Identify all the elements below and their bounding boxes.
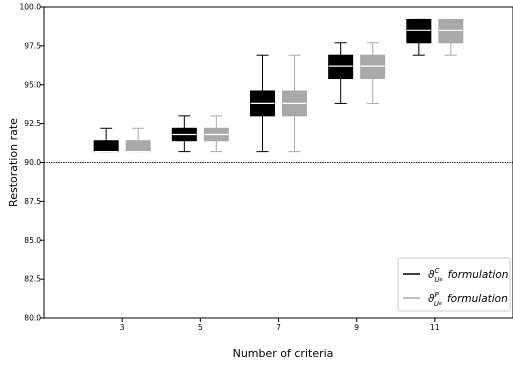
- box-c-9: [328, 42, 354, 104]
- plot-elements: [44, 18, 513, 163]
- box-body: [328, 54, 354, 80]
- y-tick-label: 82.5: [24, 275, 41, 284]
- legend-label-series-p: ϑP Ue formulation: [428, 291, 508, 308]
- legend-subsup: e: [439, 301, 442, 307]
- box-c-3: [93, 127, 119, 153]
- y-axis-ticks: 80.0 82.5 85.0 87.5 90.0 92.5 95.0 97.5 100.0: [20, 3, 44, 323]
- box-c-5: [171, 115, 197, 153]
- plot-frame: [43, 6, 513, 319]
- box-c-7: [250, 54, 275, 153]
- y-tick-label: 97.5: [24, 41, 41, 50]
- y-axis-title: Restoration rate: [7, 118, 20, 207]
- box-body: [438, 18, 464, 44]
- box-body: [360, 54, 386, 80]
- legend: ϑC Ue formulation ϑP Ue formulation: [397, 257, 511, 312]
- x-tick-label: 5: [198, 323, 203, 332]
- x-axis-title: Number of criteria: [233, 347, 334, 360]
- box-body: [406, 18, 432, 44]
- legend-sub: U: [434, 276, 439, 284]
- box-p-7: [282, 54, 307, 153]
- y-tick-label: 92.5: [24, 119, 41, 128]
- box-c-11: [406, 18, 432, 56]
- legend-sub: U: [434, 300, 439, 308]
- y-tick-label: 100.0: [20, 3, 42, 12]
- legend-label-series-c: ϑC Ue formulation: [428, 267, 508, 284]
- y-tick-label: 87.5: [24, 197, 41, 206]
- legend-suffix: formulation: [448, 269, 509, 281]
- box-body: [125, 140, 151, 153]
- box-p-11: [438, 18, 464, 56]
- y-tick-label: 85.0: [24, 236, 41, 245]
- y-tick-label: 80.0: [24, 314, 41, 323]
- x-axis-ticks: 3 5 7 9 11: [120, 318, 440, 332]
- legend-sup: P: [435, 291, 440, 299]
- legend-subsup: e: [440, 277, 443, 283]
- legend-symbol: ϑ: [428, 269, 435, 281]
- x-tick-label: 9: [354, 323, 359, 332]
- x-tick-label: 7: [276, 323, 281, 332]
- box-p-5: [203, 115, 229, 153]
- box-p-3: [125, 127, 151, 153]
- box-p-9: [360, 42, 386, 104]
- legend-box: [397, 257, 511, 312]
- x-tick-label: 3: [120, 323, 125, 332]
- x-tick-label: 11: [430, 323, 440, 332]
- box-body: [93, 140, 119, 153]
- y-tick-label: 90.0: [24, 158, 41, 167]
- legend-sup: C: [435, 267, 440, 275]
- legend-symbol: ϑ: [428, 293, 435, 305]
- y-tick-label: 95.0: [24, 80, 41, 89]
- legend-suffix: formulation: [447, 293, 508, 305]
